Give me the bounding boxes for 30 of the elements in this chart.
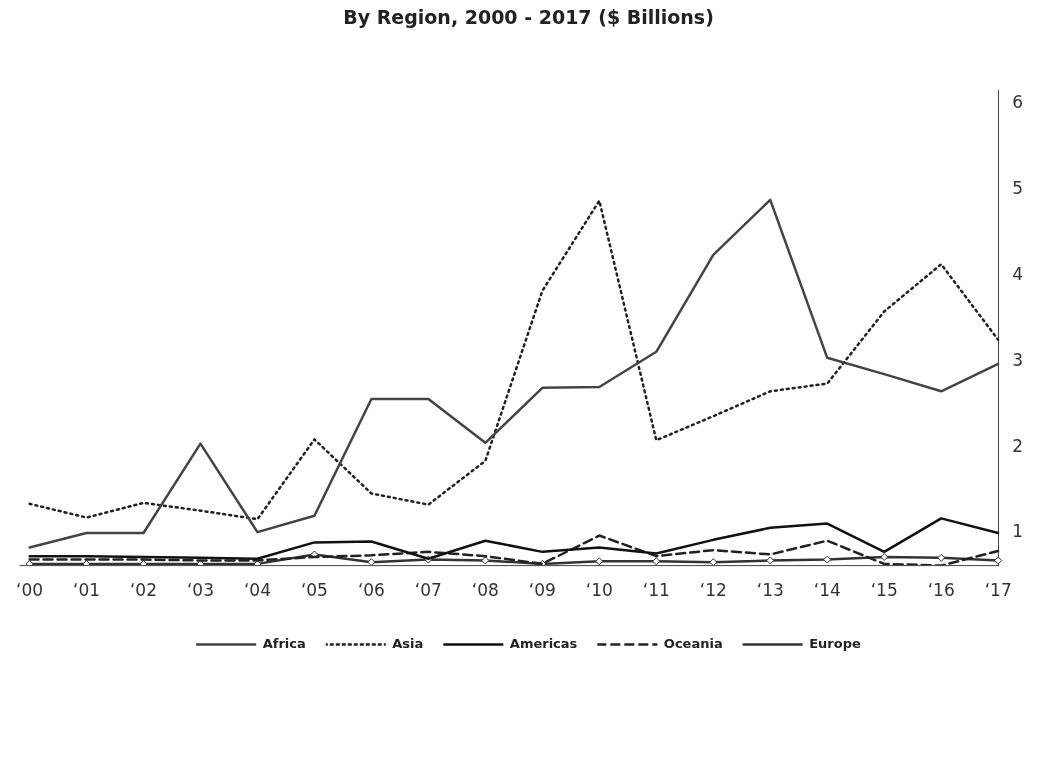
y-tick-label: 1 bbox=[1012, 521, 1024, 542]
x-tick-label: ‘02 bbox=[129, 580, 157, 601]
legend-label: Oceania bbox=[663, 635, 723, 651]
x-tick-label: ‘15 bbox=[870, 580, 898, 601]
y-tick-label: 4 bbox=[1012, 263, 1024, 284]
y-tick-label: 6 bbox=[1012, 92, 1024, 113]
x-tick-label: ‘13 bbox=[756, 580, 784, 601]
x-tick-label: ‘00 bbox=[15, 580, 44, 601]
x-tick-label: ‘08 bbox=[471, 580, 499, 601]
legend-label: Europe bbox=[809, 635, 861, 651]
legend-label: Asia bbox=[392, 635, 424, 651]
x-tick-label: ‘01 bbox=[72, 580, 101, 601]
x-tick-label: ‘16 bbox=[927, 580, 955, 601]
x-tick-label: ‘07 bbox=[414, 580, 442, 601]
x-tick-label: ‘17 bbox=[984, 580, 1012, 601]
x-tick-label: ‘12 bbox=[699, 580, 727, 601]
y-tick-label: 2 bbox=[1012, 435, 1024, 456]
x-tick-label: ‘14 bbox=[813, 580, 841, 601]
x-tick-label: ‘03 bbox=[186, 580, 214, 601]
x-tick-label: ‘05 bbox=[300, 580, 328, 601]
legend-label: Americas bbox=[509, 635, 578, 651]
y-tick-label: 3 bbox=[1012, 349, 1024, 370]
x-tick-label: ‘06 bbox=[357, 580, 385, 601]
legend-label: Africa bbox=[262, 635, 306, 651]
x-tick-label: ‘10 bbox=[585, 580, 613, 601]
x-tick-label: ‘11 bbox=[642, 580, 670, 601]
x-tick-label: ‘04 bbox=[243, 580, 271, 601]
y-tick-label: 5 bbox=[1012, 177, 1024, 198]
x-tick-label: ‘09 bbox=[528, 580, 556, 601]
chart-title: By Region, 2000 - 2017 ($ Billions) bbox=[343, 6, 714, 29]
